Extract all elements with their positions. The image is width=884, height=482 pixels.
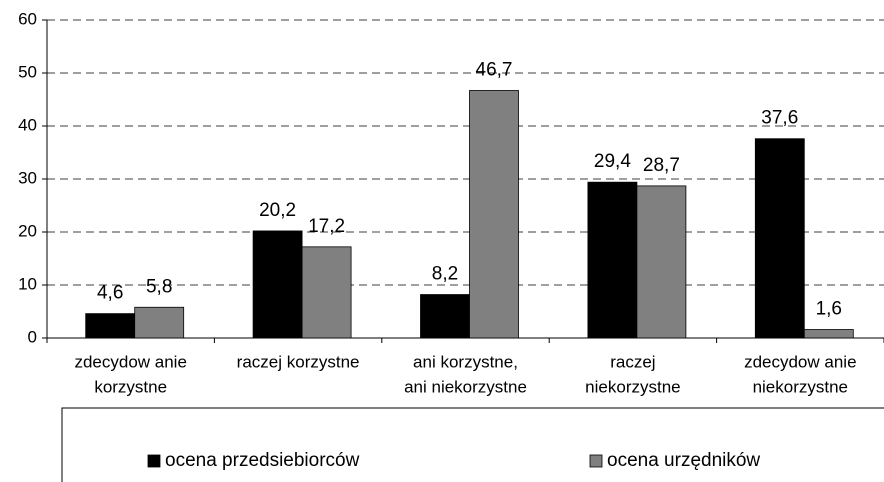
legend-label: ocena urzędników [607,450,760,471]
x-tick-label: ani niekorzystne [404,377,527,396]
x-tick-label: ani korzystne, [413,352,518,371]
bar [420,294,470,339]
bar [636,185,687,339]
legend-box [61,407,884,482]
x-tick-label: zdecydow anie [744,352,856,371]
x-tick-label: niekorzystne [585,377,680,396]
x-tick-label: zdecydow anie [74,352,186,371]
value-label: 1,6 [816,299,842,320]
bar [587,181,638,339]
bar [469,90,519,339]
bar [301,246,352,339]
bar [252,230,303,339]
y-tick-label: 30 [18,168,37,187]
value-label: 5,8 [146,276,172,297]
value-label: 17,2 [308,216,345,237]
value-label: 4,6 [97,283,123,304]
bar [754,138,805,339]
value-label: 8,2 [432,264,458,285]
y-tick-label: 40 [18,115,37,134]
value-label: 20,2 [259,200,296,221]
legend-swatch [589,454,603,468]
y-tick-label: 10 [18,274,37,293]
bar [803,329,854,339]
value-label: 28,7 [643,155,680,176]
y-tick-label: 0 [28,327,37,346]
x-tick-label: raczej [610,352,655,371]
legend-label: ocena przedsiebiorców [165,450,360,471]
value-label: 46,7 [476,60,513,81]
y-tick-label: 20 [18,221,37,240]
x-tick-label: korzystne [94,377,167,396]
x-tick-label: raczej korzystne [237,352,360,371]
bar [85,313,136,339]
value-label: 29,4 [594,151,631,172]
x-tick-label: niekorzystne [753,377,848,396]
value-label: 37,6 [761,108,798,129]
bar [134,306,185,339]
legend-swatch [147,454,161,468]
y-tick-label: 60 [18,9,37,28]
y-tick-label: 50 [18,62,37,81]
